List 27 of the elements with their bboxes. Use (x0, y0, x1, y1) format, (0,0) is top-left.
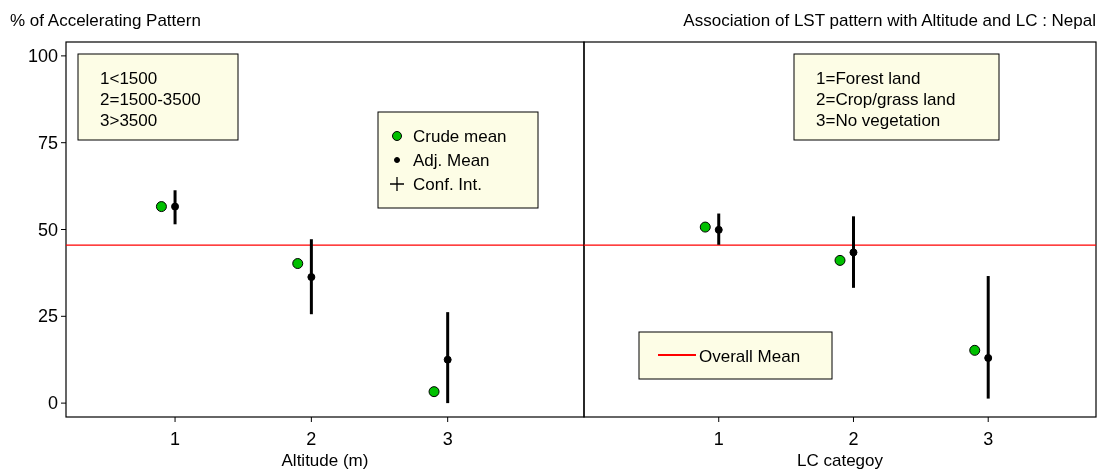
legend-label: Adj. Mean (413, 151, 490, 170)
x-tick-label: 3 (983, 429, 994, 449)
x-tick-label: 2 (848, 429, 859, 449)
y-axis-title: % of Accelerating Pattern (10, 11, 201, 30)
x-tick-label: 3 (442, 429, 453, 449)
annotation: 3>3500 (100, 111, 158, 130)
x-tick-label: 1 (170, 429, 181, 449)
x-tick-label: 2 (306, 429, 317, 449)
chart-title: Association of LST pattern with Altitude and LC : Nepal (683, 11, 1096, 30)
annotation: 2=Crop/grass land (816, 90, 956, 109)
x-axis-title: Altitude (m) (281, 451, 369, 470)
legend-label: Crude mean (413, 127, 507, 146)
annotation: 1<1500 (100, 69, 158, 88)
key-text-box: 1=Forest land 2=Crop/grass land 3=No vegetation (793, 53, 1000, 141)
annotation: 2=1500-3500 (100, 90, 201, 109)
annotation: Conf. Int. (413, 175, 482, 194)
y-tick-label: 25 (37, 306, 58, 327)
legend-label: Overall Mean (699, 347, 801, 366)
x-axis-title: LC categoy (797, 451, 884, 470)
y-tick-label: 100 (27, 45, 58, 66)
key-text-box: 1<1500 2=1500-3500 3>3500 (77, 53, 239, 141)
annotation: 1=Forest land (816, 69, 921, 88)
x-tick-label: 1 (713, 429, 724, 449)
y-tick-label: 50 (37, 219, 58, 240)
y-tick-label: 0 (47, 393, 58, 414)
annotation: 3=No vegetation (816, 111, 941, 130)
y-tick-label: 75 (37, 132, 58, 153)
